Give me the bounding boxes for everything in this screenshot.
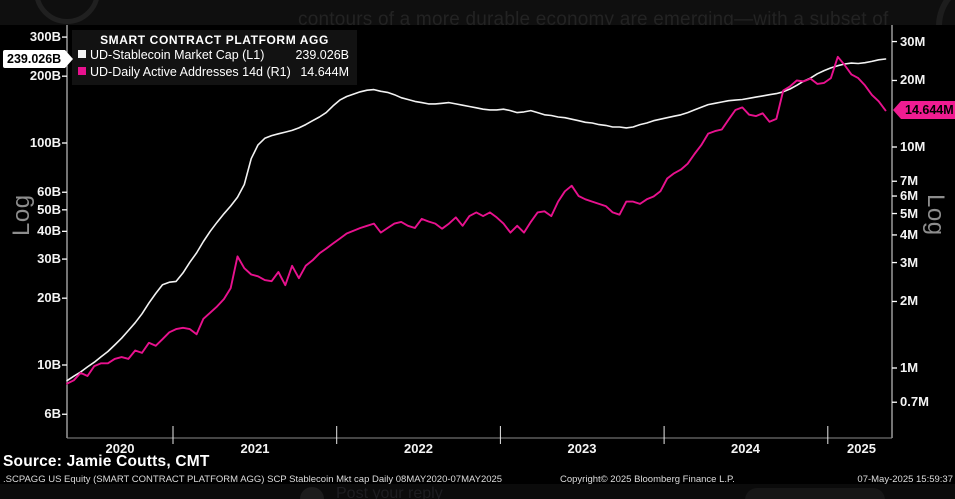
left-axis-last-value-callout: 239.026B — [3, 49, 74, 68]
source-attribution: Source: Jamie Coutts, CMT — [3, 453, 210, 470]
right-axis-tick-label: 6M — [900, 188, 919, 204]
magenta-series-swatch-icon — [78, 67, 86, 75]
right-axis-tick-label: 10M — [900, 139, 926, 154]
right-axis-tick-label: 4M — [900, 226, 919, 242]
legend-title: SMART CONTRACT PLATFORM AGG — [100, 33, 329, 47]
right-axis-tick-label: 0.7M — [900, 394, 929, 410]
reply-button[interactable] — [745, 488, 885, 499]
legend-item-label: UD-Daily Active Addresses 14d (R1) — [90, 65, 291, 79]
year-tick-label: 2022 — [404, 441, 433, 456]
year-tick-label: 2023 — [567, 441, 597, 456]
reply-avatar-icon[interactable] — [300, 487, 324, 499]
chart-legend: SMART CONTRACT PLATFORM AGG UD-Stablecoi… — [72, 30, 357, 85]
right-axis-tick-label: 1M — [900, 360, 919, 375]
right-axis-tick-label: 20M — [900, 72, 926, 88]
copyright-notice: Copyright© 2025 Bloomberg Finance L.P. — [560, 474, 735, 485]
left-axis-tick-label: 40B — [37, 223, 61, 239]
year-tick-label: 2024 — [731, 441, 760, 456]
left-axis-tick-label: 30B — [37, 251, 61, 267]
article-headline-fragment: contours of a more durable economy are e… — [298, 9, 889, 25]
right-axis-tick-label: 2M — [900, 293, 919, 309]
legend-item-label: UD-Stablecoin Market Cap (L1) — [90, 48, 265, 62]
left-axis-tick-label: 6B — [44, 406, 61, 422]
right-axis-tick-label: 3M — [900, 254, 919, 270]
left-axis-tick-label: 100B — [29, 135, 61, 150]
white-series-swatch-icon — [78, 50, 86, 58]
left-axis-log-scale-label: Log — [8, 194, 35, 236]
left-axis-tick-label: 10B — [37, 357, 61, 372]
right-axis-tick-label: 30M — [900, 33, 926, 49]
legend-item-value: 14.644M — [300, 65, 349, 79]
right-axis-last-value-callout: 14.644M — [893, 101, 955, 120]
year-tick-label: 2021 — [240, 441, 270, 456]
article-background-top: contours of a more durable economy are e… — [0, 0, 955, 25]
year-tick-label: 2020 — [105, 441, 135, 456]
legend-item-value: 239.026B — [295, 48, 349, 62]
year-tick-label: 2025 — [847, 441, 876, 456]
left-axis-tick-label: 50B — [37, 201, 61, 217]
left-axis-tick-label: 60B — [37, 184, 61, 200]
left-axis-tick-label: 200B — [29, 68, 61, 84]
left-axis-tick-label: 20B — [37, 290, 61, 306]
right-axis-tick-label: 7M — [900, 173, 919, 189]
print-timestamp: 07-May-2025 15:59:37 — [857, 474, 953, 485]
legend-item-stablecoin-mktcap[interactable]: UD-Stablecoin Market Cap (L1) 239.026B — [78, 47, 351, 64]
right-axis-log-scale-label: Log — [922, 194, 949, 236]
left-axis-tick-label: 300B — [29, 29, 61, 45]
chart-panel — [0, 25, 955, 484]
legend-item-active-addresses[interactable]: UD-Daily Active Addresses 14d (R1) 14.64… — [78, 64, 351, 81]
ticker-footnote: .SCPAGG US Equity (SMART CONTRACT PLATFO… — [3, 474, 503, 485]
article-background-bottom: Post your reply — [0, 484, 955, 499]
right-axis-tick-label: 5M — [900, 205, 919, 221]
reply-input-placeholder[interactable]: Post your reply — [336, 485, 443, 499]
background-circle-icon — [936, 0, 955, 25]
